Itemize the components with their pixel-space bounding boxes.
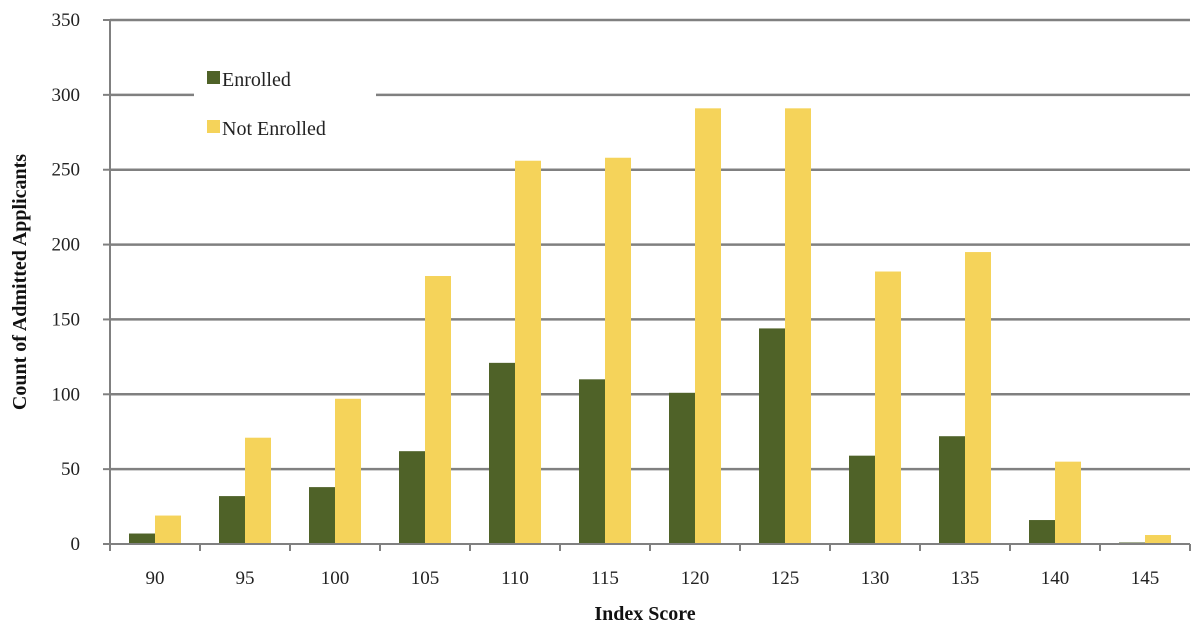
y-tick-label: 0 (71, 534, 81, 555)
bar-not-enrolled-140 (1055, 461, 1081, 544)
x-tick-label: 110 (501, 568, 529, 589)
bar-not-enrolled-90 (155, 515, 181, 544)
bar-not-enrolled-120 (695, 108, 721, 545)
x-tick-labels: 90 95 100 105 110 115 120 125 130 135 140 145 (146, 568, 1160, 589)
bar-not-enrolled-100 (335, 398, 361, 544)
bar-enrolled-110 (489, 362, 515, 544)
bar-enrolled-100 (309, 487, 335, 544)
bar-enrolled-130 (849, 455, 875, 544)
bar-not-enrolled-145 (1145, 535, 1171, 544)
y-tick-label: 150 (52, 309, 81, 330)
bar-not-enrolled-95 (245, 437, 271, 544)
x-tick-label: 130 (861, 568, 890, 589)
y-tick-label: 350 (52, 10, 81, 31)
x-tick-label: 135 (951, 568, 980, 589)
legend-label-enrolled: Enrolled (222, 69, 291, 91)
x-tick-label: 145 (1131, 568, 1160, 589)
x-tick-label: 90 (146, 568, 165, 589)
legend: Enrolled Not Enrolled (194, 60, 376, 160)
bar-not-enrolled-135 (965, 252, 991, 545)
legend-swatch-enrolled (207, 71, 220, 84)
bar-enrolled-125 (759, 328, 785, 544)
bar-not-enrolled-110 (515, 160, 541, 544)
bar-not-enrolled-105 (425, 276, 451, 544)
x-tick-label: 120 (681, 568, 710, 589)
x-tick-label: 115 (591, 568, 619, 589)
bar-enrolled-140 (1029, 520, 1055, 544)
bar-enrolled-105 (399, 451, 425, 544)
legend-label-not-enrolled: Not Enrolled (222, 118, 326, 140)
x-tick-label: 95 (236, 568, 255, 589)
legend-swatch-not-enrolled (207, 120, 220, 133)
axes (103, 19, 1191, 551)
bar-enrolled-90 (129, 533, 155, 544)
bar-enrolled-115 (579, 379, 605, 544)
y-tick-label: 300 (52, 85, 81, 106)
x-tick-label: 100 (321, 568, 350, 589)
bar-not-enrolled-125 (785, 108, 811, 545)
x-tick-label: 125 (771, 568, 800, 589)
x-tick-label: 105 (411, 568, 440, 589)
x-tick-label: 140 (1041, 568, 1070, 589)
y-tick-label: 100 (52, 384, 81, 405)
bar-enrolled-120 (669, 392, 695, 544)
bar-enrolled-135 (939, 436, 965, 544)
legend-background (194, 60, 376, 160)
bar-not-enrolled-130 (875, 271, 901, 544)
bar-enrolled-95 (219, 496, 245, 544)
y-tick-label: 250 (52, 160, 81, 181)
y-axis-title: Count of Admitted Applicants (9, 154, 31, 410)
bar-not-enrolled-115 (605, 157, 631, 545)
x-axis-title: Index Score (594, 603, 695, 625)
y-tick-labels: 0 50 100 150 200 250 300 350 (52, 10, 81, 555)
bars (129, 108, 1171, 545)
y-tick-label: 200 (52, 235, 81, 256)
y-tick-label: 50 (61, 459, 80, 480)
